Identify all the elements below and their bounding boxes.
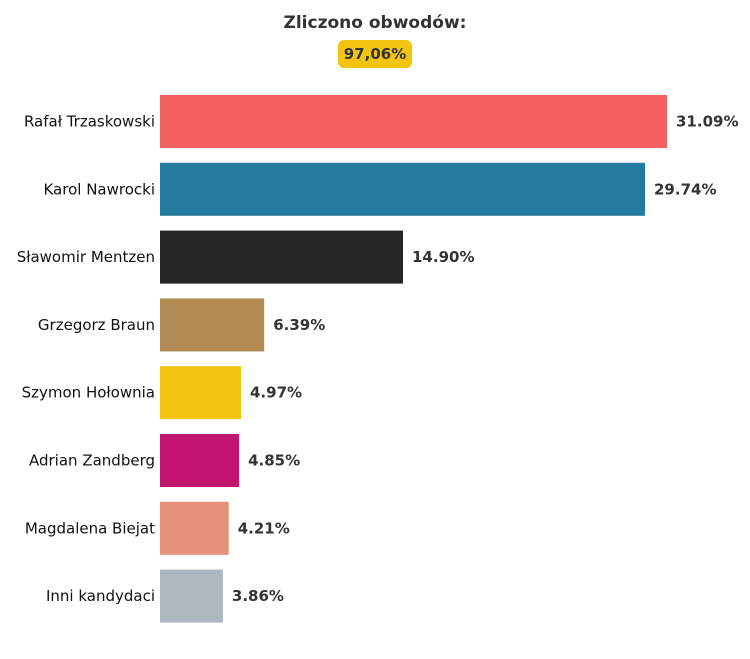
value-label-4: 4.97%: [250, 384, 302, 402]
chart-header: Zliczono obwodów: 97,06%: [0, 12, 750, 68]
bar-6: [160, 501, 229, 555]
value-label-0: 31.09%: [676, 113, 738, 131]
category-label-0: Rafał Trzaskowski: [24, 113, 155, 131]
value-label-2: 14.90%: [412, 248, 474, 266]
category-label-7: Inni kandydaci: [46, 587, 155, 605]
counted-districts-title: Zliczono obwodów:: [283, 13, 467, 33]
category-label-6: Magdalena Biejat: [25, 519, 155, 537]
value-label-5: 4.85%: [248, 452, 300, 470]
category-label-4: Szymon Hołownia: [22, 384, 155, 402]
value-label-1: 29.74%: [654, 180, 716, 198]
bar-4: [160, 366, 241, 420]
bar-3: [160, 298, 265, 352]
category-label-2: Sławomir Mentzen: [17, 248, 155, 266]
bar-5: [160, 434, 240, 487]
value-label-7: 3.86%: [232, 587, 284, 605]
bar-7: [160, 569, 223, 623]
bar-1: [160, 162, 645, 216]
category-label-5: Adrian Zandberg: [29, 452, 155, 470]
category-label-1: Karol Nawrocki: [43, 180, 155, 198]
bar-0: [160, 95, 667, 148]
bar-2: [160, 230, 403, 284]
counted-districts-badge: 97,06%: [337, 40, 413, 68]
category-label-3: Grzegorz Braun: [38, 316, 155, 334]
value-label-6: 4.21%: [238, 519, 290, 537]
value-label-3: 6.39%: [273, 316, 325, 334]
